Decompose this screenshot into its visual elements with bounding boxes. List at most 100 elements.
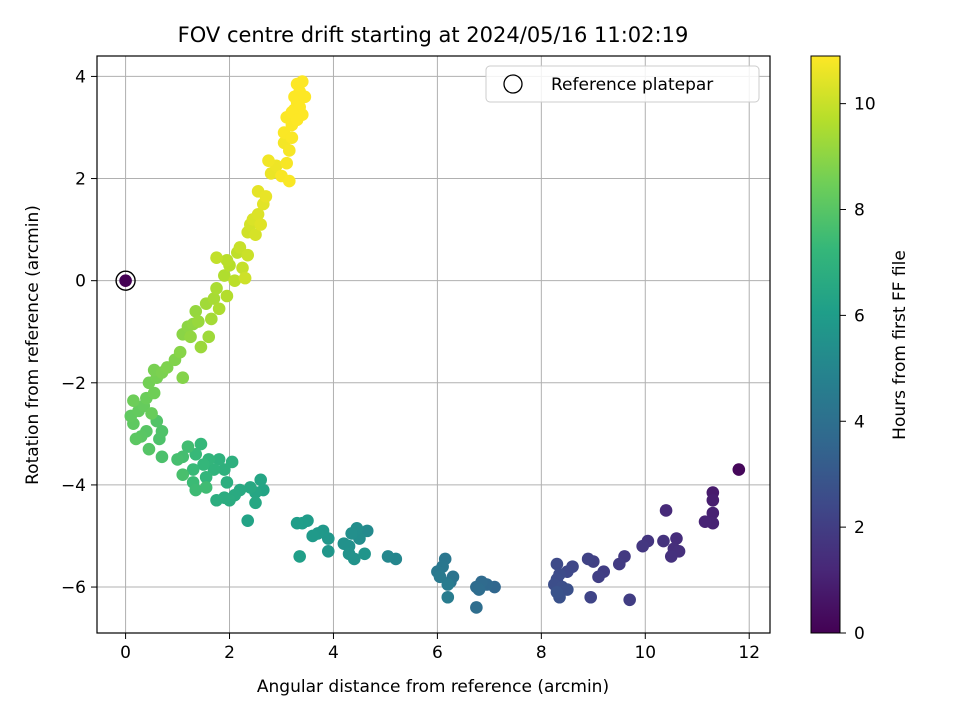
data-point xyxy=(220,289,234,303)
colorbar-tick-label: 0 xyxy=(854,624,865,644)
colorbar-label: Hours from first FF file xyxy=(890,250,910,440)
data-point xyxy=(337,537,351,550)
data-point xyxy=(145,407,158,420)
data-point xyxy=(706,506,720,520)
data-point xyxy=(205,312,218,326)
data-point xyxy=(176,371,190,384)
x-tick-label: 4 xyxy=(328,643,339,663)
reference-point xyxy=(119,274,132,287)
data-point xyxy=(220,253,234,267)
data-point xyxy=(441,590,455,604)
data-point xyxy=(236,261,249,275)
data-point xyxy=(623,593,636,607)
data-point xyxy=(127,394,140,407)
data-point xyxy=(192,315,205,328)
data-point xyxy=(732,463,746,476)
y-axis-ticks: −6 −4 −2 0 2 4 xyxy=(61,67,97,598)
data-point xyxy=(210,493,223,507)
data-point xyxy=(241,514,255,527)
data-point xyxy=(199,481,213,494)
data-point xyxy=(171,453,184,466)
data-point xyxy=(290,113,304,127)
y-tick-label: 0 xyxy=(75,272,86,292)
data-point xyxy=(280,156,293,170)
data-point xyxy=(218,463,231,476)
plot-frame xyxy=(96,55,771,634)
data-point xyxy=(212,453,226,466)
data-point xyxy=(358,547,371,561)
data-point xyxy=(249,228,262,242)
data-point xyxy=(233,241,247,254)
x-tick-label: 8 xyxy=(536,643,547,663)
data-point xyxy=(433,570,447,584)
data-point xyxy=(347,552,361,566)
data-point xyxy=(550,585,564,599)
data-point xyxy=(254,218,268,231)
data-point xyxy=(659,504,673,517)
data-point xyxy=(194,437,208,451)
colorbar-tick-label: 6 xyxy=(854,306,865,326)
data-point xyxy=(173,345,187,359)
data-point xyxy=(381,550,395,563)
data-point xyxy=(142,442,156,456)
data-point xyxy=(282,144,296,157)
reference-platepar-marker xyxy=(115,270,136,291)
data-point xyxy=(298,90,312,104)
data-point xyxy=(238,271,252,285)
data-point xyxy=(251,207,265,221)
legend: Reference platepar xyxy=(485,65,760,103)
x-tick-label: 0 xyxy=(120,643,131,663)
data-point xyxy=(360,524,374,538)
y-tick-label: −2 xyxy=(61,374,86,394)
data-point xyxy=(228,274,242,287)
chart-title: FOV centre drift starting at 2024/05/16 … xyxy=(178,23,689,47)
data-point xyxy=(147,386,161,400)
data-point xyxy=(472,583,486,596)
data-point xyxy=(210,282,223,295)
colorbar-tick-label: 8 xyxy=(854,201,865,221)
colorbar-tick-label: 10 xyxy=(854,95,876,115)
data-point xyxy=(207,463,221,476)
data-point xyxy=(706,493,720,507)
data-point xyxy=(636,539,649,553)
data-point xyxy=(290,516,304,530)
data-point xyxy=(441,578,455,591)
y-tick-label: 2 xyxy=(75,170,86,190)
x-axis-ticks: 0 2 4 6 8 10 12 xyxy=(120,633,760,663)
data-point xyxy=(262,154,275,167)
x-tick-label: 10 xyxy=(634,643,656,663)
data-point xyxy=(288,90,301,104)
data-point xyxy=(218,269,231,282)
legend-box xyxy=(485,65,760,103)
colorbar: 0 2 4 6 8 10 Hours from first FF file xyxy=(810,55,910,644)
data-point xyxy=(282,174,296,188)
data-point xyxy=(189,483,203,497)
data-points xyxy=(124,75,746,614)
data-point xyxy=(295,75,309,88)
data-point xyxy=(160,361,174,374)
data-point xyxy=(189,305,203,318)
data-point xyxy=(321,545,335,558)
data-point xyxy=(176,468,190,482)
colorbar-tick-label: 2 xyxy=(854,518,865,538)
data-point xyxy=(592,570,605,584)
colorbar-tick-label: 4 xyxy=(854,412,865,432)
x-tick-label: 2 xyxy=(224,643,235,663)
data-point xyxy=(225,455,239,469)
data-point xyxy=(207,292,221,305)
y-tick-label: 4 xyxy=(75,67,86,87)
data-point xyxy=(306,529,319,543)
data-point xyxy=(698,515,712,528)
data-point xyxy=(670,532,683,545)
x-tick-label: 12 xyxy=(738,643,760,663)
data-point xyxy=(244,481,257,494)
data-point xyxy=(249,496,262,510)
y-tick-label: −4 xyxy=(61,476,86,496)
data-point xyxy=(186,463,200,476)
x-axis-label: Angular distance from reference (arcmin) xyxy=(257,677,609,697)
data-point xyxy=(241,248,255,262)
reference-ring xyxy=(115,270,136,291)
y-axis-label: Rotation from reference (arcmin) xyxy=(23,205,43,485)
legend-marker-reference xyxy=(503,74,523,94)
